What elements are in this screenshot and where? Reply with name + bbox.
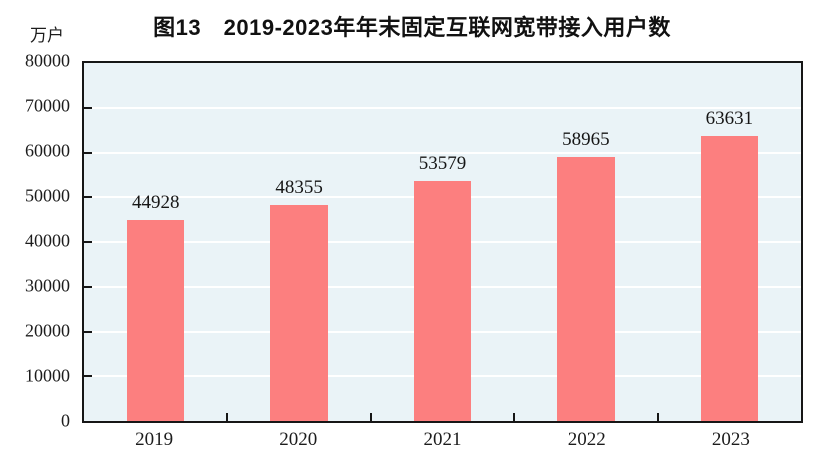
x-tick-mark: [656, 413, 659, 421]
bar-value-label: 63631: [705, 108, 754, 130]
bar-series: 44928 48355 53579 58965 63631: [84, 63, 801, 421]
x-tick-label: 2020: [279, 429, 318, 450]
gridline: [84, 106, 801, 109]
y-tick-label: 30000: [25, 275, 70, 296]
y-tick-mark: [84, 330, 92, 333]
bar-value-label: 48355: [275, 176, 323, 198]
y-tick-mark: [84, 285, 92, 288]
x-tick-mark: [369, 413, 372, 421]
y-tick-label: 0: [61, 410, 70, 431]
bar: [413, 181, 472, 421]
bar: [700, 136, 758, 421]
y-tick-mark: [84, 106, 92, 109]
x-tick-label: 2021: [423, 429, 462, 450]
gridline: [84, 151, 801, 154]
x-tick-label: 2023: [711, 429, 750, 450]
chart-title: 图13 2019-2023年年末固定互联网宽带接入用户数: [153, 15, 671, 40]
y-tick-mark: [84, 375, 92, 378]
x-tick-label: 2022: [567, 429, 606, 450]
y-tick-label: 50000: [25, 185, 70, 206]
y-tick-label: 10000: [25, 365, 70, 386]
bar-value-label: 44928: [131, 191, 180, 213]
y-tick-label: 20000: [25, 320, 70, 341]
bar: [557, 157, 615, 421]
x-tick-mark: [226, 413, 229, 421]
y-tick-mark: [84, 196, 92, 199]
bar-value-label: 53579: [418, 153, 467, 175]
bar-slot: 53579: [371, 63, 514, 421]
bar: [127, 219, 185, 421]
bar-slot: 63631: [658, 63, 801, 421]
bar-slot: 44928: [84, 63, 227, 421]
y-axis-tick-labels: 0 10000 20000 30000 40000 50000 60000 70000 8000…: [0, 51, 70, 431]
y-tick-label: 80000: [25, 50, 70, 71]
y-tick-mark: [84, 151, 92, 154]
y-tick-mark: [84, 241, 92, 243]
x-tick-mark: [513, 413, 516, 421]
x-axis-tick-labels: 2019 2020 2021 2022 2023: [82, 429, 803, 451]
y-axis-unit-label: 万户: [30, 26, 64, 45]
bar-value-label: 58965: [562, 129, 610, 151]
plot-area: 44928 48355 53579 58965 63631: [82, 61, 803, 423]
bar-slot: 48355: [227, 63, 370, 421]
y-tick-label: 70000: [25, 95, 70, 116]
bar: [270, 204, 328, 421]
y-tick-label: 40000: [25, 230, 70, 251]
bar-slot: 58965: [514, 63, 657, 421]
y-tick-label: 60000: [25, 140, 70, 161]
x-tick-label: 2019: [135, 429, 174, 450]
